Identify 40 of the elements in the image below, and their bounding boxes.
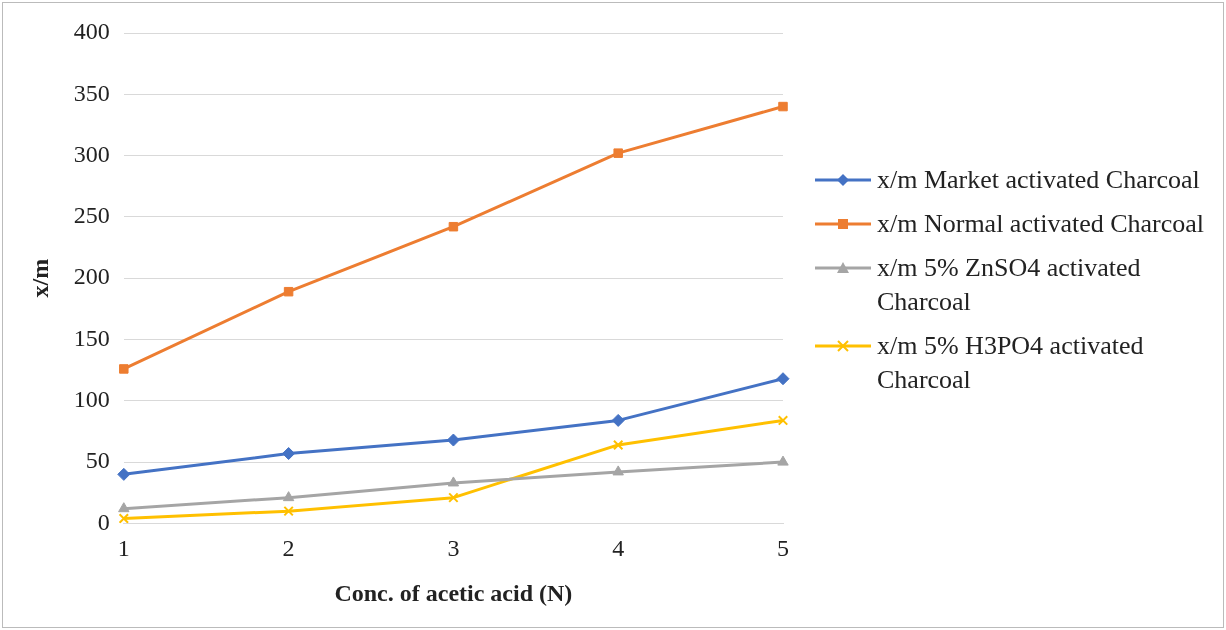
point: [778, 101, 788, 112]
y-axis-title: x/m: [26, 258, 53, 298]
point: [117, 467, 131, 481]
legend-label: x/m Normal activated Charcoal: [877, 208, 1205, 240]
point: [119, 364, 129, 374]
x-tick-label: 2: [282, 535, 295, 562]
y-tick-label: 150: [73, 324, 110, 351]
point: [613, 148, 623, 158]
point: [611, 413, 625, 427]
point: [448, 221, 459, 232]
point: [283, 505, 294, 517]
point: [777, 415, 789, 426]
y-tick-label: 400: [73, 18, 110, 45]
x-tick-label: 3: [447, 535, 460, 562]
y-tick-label: 300: [73, 140, 110, 167]
point: [118, 513, 130, 524]
point: [282, 447, 296, 461]
legend-label: x/m 5% H3PO4 activated Charcoal: [877, 330, 1145, 396]
point: [777, 455, 789, 466]
y-tick-label: 250: [73, 202, 110, 229]
y-tick-label: 100: [73, 386, 110, 413]
point: [118, 502, 130, 513]
point: [612, 439, 624, 451]
point: [448, 492, 459, 503]
point: [446, 433, 460, 447]
x-tick-label: 4: [612, 535, 625, 562]
y-tick-label: 350: [73, 79, 110, 106]
y-tick-label: 50: [85, 447, 110, 474]
point: [776, 372, 790, 386]
y-tick-label: 200: [73, 263, 110, 290]
point: [447, 476, 460, 487]
legend-label: x/m Market activated Charcoal: [877, 164, 1200, 196]
point: [282, 491, 295, 502]
x-tick-label: 1: [117, 535, 130, 562]
point: [283, 286, 294, 297]
point: [612, 465, 624, 476]
y-tick-label: 0: [97, 508, 110, 535]
x-tick-label: 5: [777, 535, 789, 562]
x-axis-title: Conc. of acetic acid (N): [334, 579, 573, 606]
legend-label: x/m 5% ZnSO4 activated Charcoal: [877, 252, 1142, 318]
